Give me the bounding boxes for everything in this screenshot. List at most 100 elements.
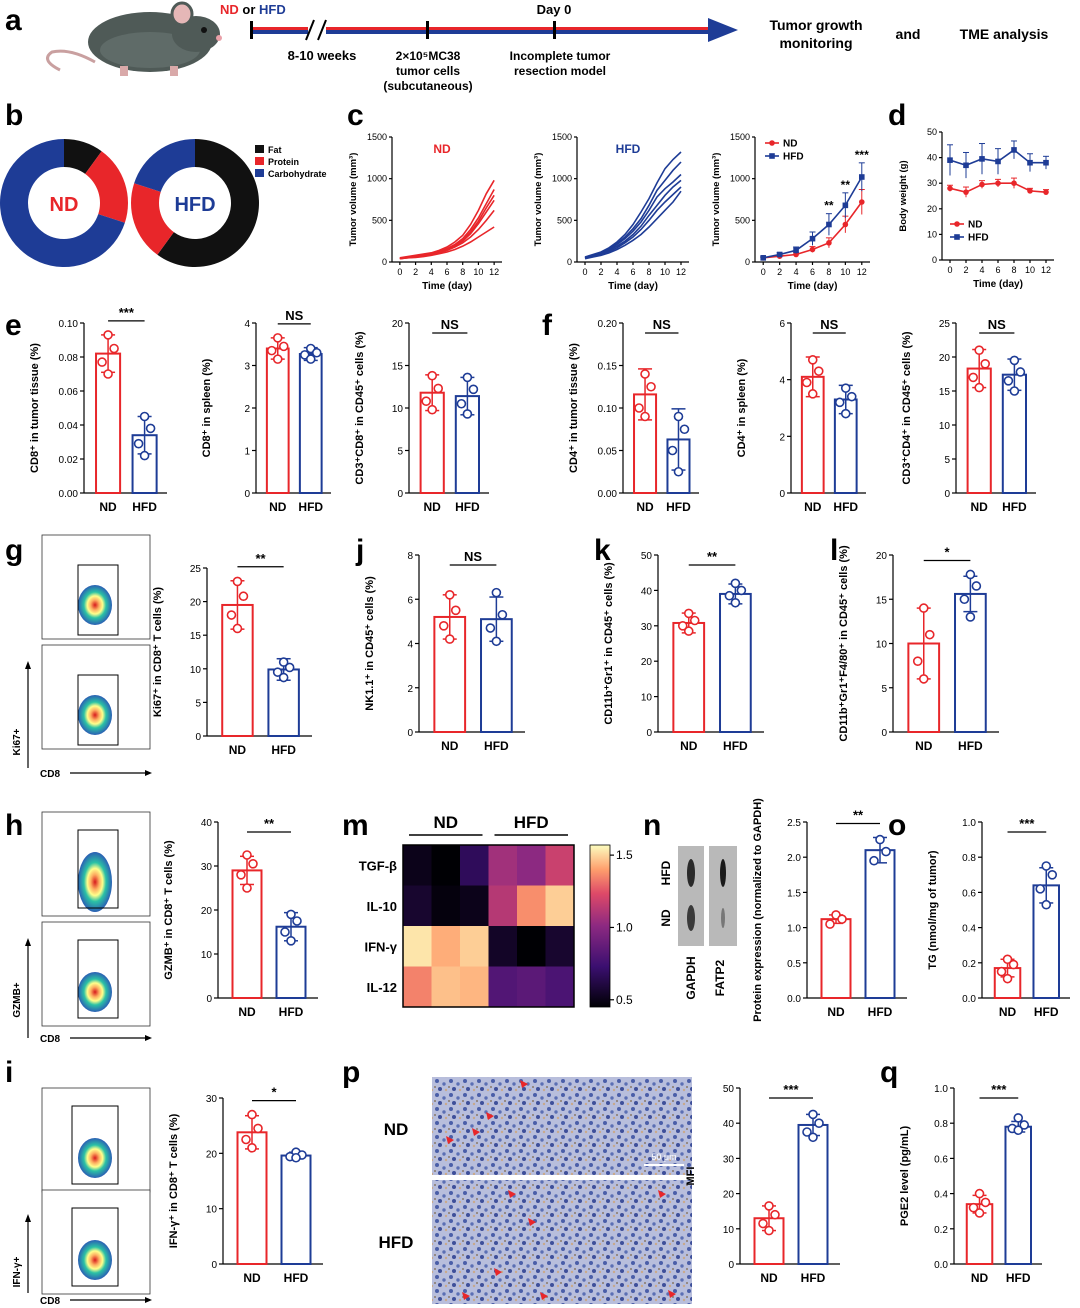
data-point: [947, 157, 953, 163]
x-tick-label: HFD: [455, 500, 480, 514]
heatmap-row-label: TGF-β: [359, 858, 397, 873]
x-tick-label: 0: [582, 267, 587, 277]
heatmap-group-label: ND: [433, 813, 458, 832]
y-tick-label: 0.05: [598, 447, 618, 458]
heatmap-panel: TGF-β IL-10 IFN-γ IL-12 ND HFD 0.5 1.0 1.5: [359, 813, 633, 1008]
heatmap-row-label: IL-10: [367, 899, 397, 914]
y-axis-label: CD11b⁺Gr1⁺ in CD45⁺ cells (%): [603, 562, 615, 725]
heatmap-cell: [460, 966, 489, 1008]
y-tick-label: 1: [244, 447, 250, 458]
data-point: [764, 1201, 774, 1211]
blot-col-gapdh: GAPDH: [684, 956, 698, 999]
x-tick-label: 2: [963, 265, 968, 275]
significance-label: *: [945, 544, 951, 559]
flow-x-arrow: [145, 1297, 152, 1303]
y-tick-label: 25: [190, 564, 202, 575]
x-tick-label: ND: [238, 1005, 256, 1019]
significance-label: ***: [991, 1082, 1007, 1097]
donut-slice-hfd-carbohydrate: [134, 139, 195, 192]
y-tick-label: 8: [407, 551, 413, 562]
x-axis-label: Time (day): [422, 281, 472, 292]
x-tick-label: 2: [413, 267, 418, 277]
x-tick-label: HFD: [868, 1005, 893, 1019]
x-tick-label: 0: [947, 265, 952, 275]
legend-swatch-protein: [255, 157, 264, 165]
data-point: [468, 384, 479, 395]
y-tick-label: 50: [927, 127, 937, 137]
significance-label: ***: [783, 1082, 799, 1097]
data-point: [266, 345, 277, 356]
y-axis-label: CD4⁺ in spleen (%): [736, 358, 748, 457]
flow-x-arrow: [145, 770, 152, 776]
flow-x-label: CD8: [40, 1296, 60, 1307]
data-point: [247, 1109, 257, 1120]
data-point: [272, 333, 283, 343]
data-point: [232, 623, 243, 634]
y-axis-label: Ki67⁺ in CD8⁺ T cells (%): [152, 587, 164, 718]
data-point: [730, 597, 741, 608]
data-point: [456, 398, 467, 409]
y-tick-label: 0: [728, 1260, 734, 1271]
bar-hfd: [797, 1123, 829, 1265]
y-tick-label: 6: [779, 319, 785, 330]
flow-density: [78, 852, 112, 912]
y-tick-label: 40: [927, 153, 937, 163]
significance-label: **: [707, 549, 718, 564]
data-point: [491, 636, 502, 647]
heatmap-cell: [517, 845, 546, 886]
y-tick-label: 25: [939, 319, 951, 330]
data-point: [809, 246, 816, 253]
data-point: [1027, 159, 1033, 166]
ihc-image-hfd: [432, 1180, 692, 1304]
x-tick-label: 6: [630, 267, 635, 277]
x-tick-label: HFD: [132, 500, 157, 514]
series-line: [399, 226, 495, 260]
x-tick-label: HFD: [271, 743, 296, 757]
data-point: [924, 629, 935, 640]
panel-letter-h: h: [5, 809, 23, 842]
legend-swatch-carb: [255, 169, 264, 177]
heatmap-cell: [545, 926, 575, 967]
data-point: [1019, 1120, 1030, 1130]
data-point: [842, 202, 849, 209]
data-point: [971, 581, 982, 591]
annotation: **: [824, 199, 834, 213]
y-tick-label: 5: [397, 447, 403, 458]
y-tick-label: 10: [206, 1205, 218, 1216]
significance-label: NS: [820, 317, 838, 332]
y-tick-label: 20: [723, 1190, 735, 1201]
timeline-tick-day0: [553, 21, 556, 39]
y-axis-label: TG (nmol/mg of tumor): [927, 850, 939, 969]
data-point: [770, 1209, 780, 1220]
heatmap-cell: [488, 966, 518, 1008]
y-tick-label: 20: [206, 1149, 218, 1160]
y-tick-label: 4: [244, 319, 250, 330]
data-point: [764, 1225, 774, 1236]
significance-label: NS: [285, 308, 303, 323]
x-tick-label: 8: [646, 267, 651, 277]
y-tick-label: 500: [372, 215, 387, 225]
panel-letter-j: j: [355, 534, 364, 567]
y-tick-label: 10: [723, 1225, 735, 1236]
y-tick-label: 10: [927, 229, 937, 239]
y-tick-label: 15: [190, 631, 202, 642]
data-point: [438, 620, 449, 631]
y-tick-label: 0: [206, 994, 212, 1005]
heatmap-cell: [545, 885, 575, 927]
mouse-illustration: [46, 1, 222, 76]
data-point: [280, 927, 290, 937]
data-point: [858, 199, 865, 205]
timeline-break-line-2: [317, 19, 327, 41]
heatmap-cell: [517, 926, 546, 967]
data-point: [1035, 884, 1046, 894]
x-tick-label: ND: [804, 500, 822, 514]
bar-nd: [265, 347, 290, 494]
data-point: [683, 626, 694, 636]
flow-density: [78, 585, 112, 625]
y-tick-label: 0: [407, 728, 413, 739]
data-point: [226, 610, 237, 620]
legend-label: ND: [783, 139, 797, 150]
data-point: [842, 221, 849, 228]
data-point: [97, 357, 107, 367]
donut-label-hfd: HFD: [174, 194, 215, 216]
